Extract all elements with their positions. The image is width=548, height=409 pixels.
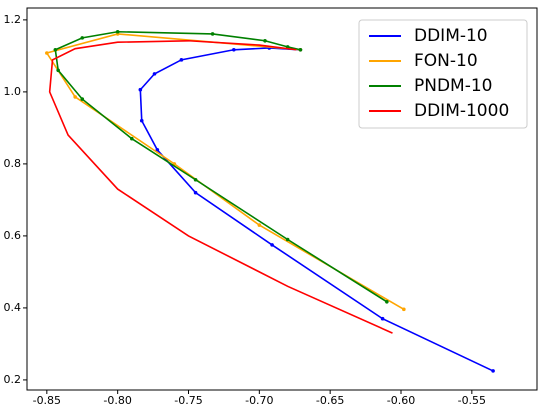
point bbox=[263, 38, 267, 43]
point bbox=[193, 190, 198, 195]
point bbox=[380, 316, 385, 321]
x-tick-label: -0.60 bbox=[387, 394, 415, 407]
point bbox=[73, 95, 77, 99]
y-tick-label: 1.2 bbox=[4, 13, 22, 26]
point bbox=[45, 51, 49, 55]
point bbox=[232, 47, 236, 52]
point bbox=[130, 136, 134, 141]
legend-label: DDIM-10 bbox=[414, 26, 488, 46]
plot-frame bbox=[26, 7, 538, 391]
legend-label: FON-10 bbox=[414, 51, 478, 71]
point bbox=[491, 369, 495, 373]
x-tick-label: -0.80 bbox=[103, 394, 131, 407]
point bbox=[115, 29, 120, 34]
point bbox=[298, 47, 303, 52]
point bbox=[385, 299, 389, 304]
point bbox=[402, 307, 406, 312]
legend-label: PNDM-10 bbox=[414, 76, 493, 96]
point bbox=[152, 72, 157, 76]
x-tick-label: -0.65 bbox=[316, 394, 344, 407]
point bbox=[193, 177, 198, 182]
series-line bbox=[139, 47, 494, 372]
point bbox=[179, 58, 184, 62]
legend-label: DDIM-1000 bbox=[414, 101, 509, 121]
y-tick-label: 0.4 bbox=[4, 301, 22, 314]
legend-box bbox=[358, 19, 528, 129]
point bbox=[270, 243, 274, 247]
y-tick-label: 0.6 bbox=[4, 229, 22, 242]
point bbox=[53, 47, 58, 52]
x-tick-label: -0.75 bbox=[174, 394, 202, 407]
point bbox=[285, 237, 290, 242]
point bbox=[80, 97, 85, 101]
x-tick-label: -0.85 bbox=[33, 394, 61, 407]
series-line bbox=[48, 39, 393, 334]
point bbox=[257, 223, 262, 227]
point bbox=[80, 36, 85, 40]
point bbox=[155, 148, 160, 152]
point bbox=[210, 32, 215, 36]
x-tick-label: -0.55 bbox=[458, 394, 486, 407]
series-line bbox=[45, 33, 405, 311]
x-tick-label: -0.70 bbox=[245, 394, 273, 407]
point bbox=[139, 118, 144, 123]
y-tick-label: 0.8 bbox=[4, 157, 22, 170]
y-tick-label: 1.0 bbox=[4, 85, 22, 98]
point bbox=[56, 68, 60, 73]
point bbox=[138, 87, 143, 92]
y-tick-label: 0.2 bbox=[4, 373, 22, 386]
series-line bbox=[54, 30, 388, 303]
